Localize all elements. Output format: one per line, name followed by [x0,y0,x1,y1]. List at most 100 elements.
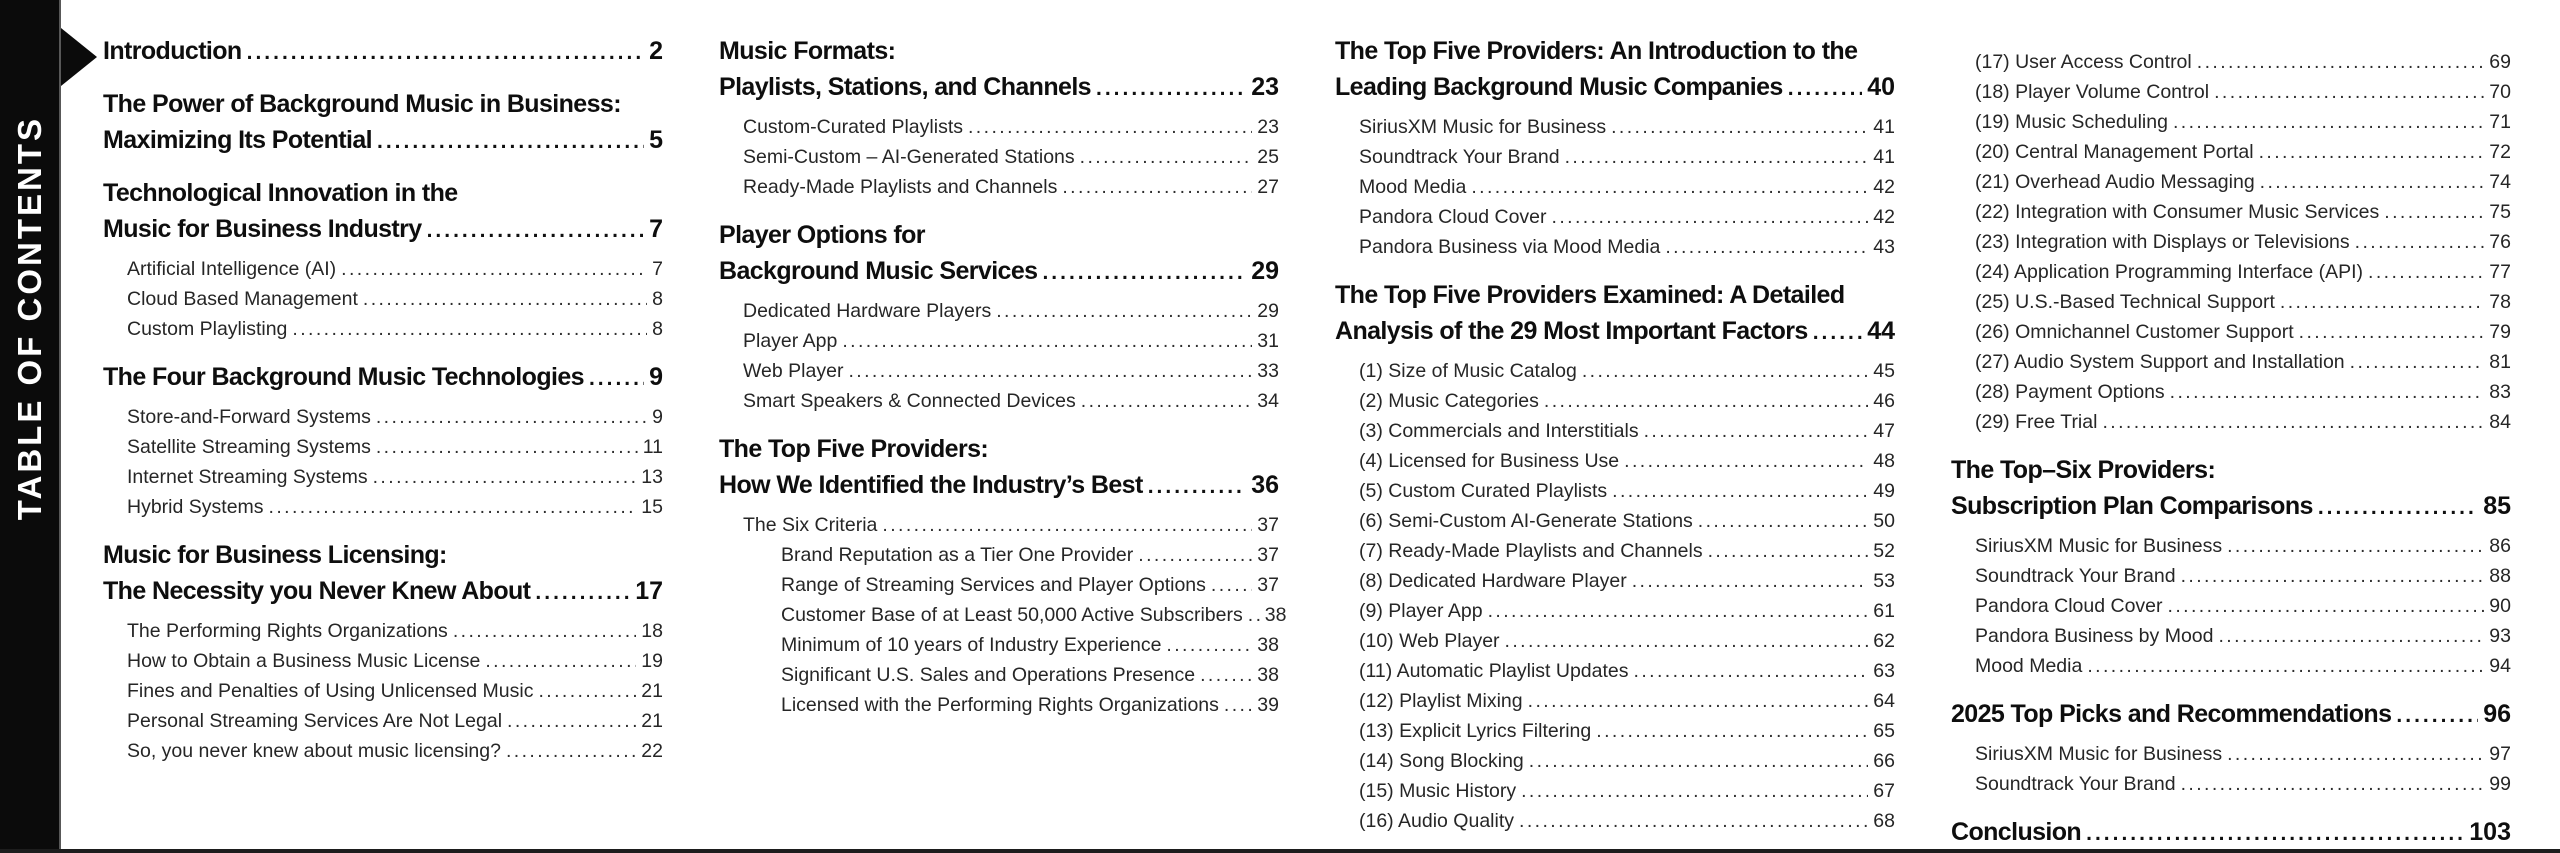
page-number: 38 [1264,604,1287,626]
toc-items: Artificial Intelligence (AI) 7 Cloud Based… [103,254,663,344]
toc-entry[interactable]: (4) Licensed for Business Use 48 [1335,446,1895,476]
toc-entry[interactable]: (19) Music Scheduling 71 [1951,107,2511,137]
toc-entry[interactable]: Significant U.S. Sales and Operations Pr… [719,660,1279,690]
toc-entry[interactable]: (13) Explicit Lyrics Filtering 65 [1335,716,1895,746]
toc-entry[interactable]: (20) Central Management Portal 72 [1951,137,2511,167]
toc-entry[interactable]: (12) Playlist Mixing 64 [1335,686,1895,716]
toc-heading-entry[interactable]: Analysis of the 29 Most Important Factor… [1335,313,1895,351]
toc-entry[interactable]: Hybrid Systems 15 [103,492,663,522]
toc-entry[interactable]: (8) Dedicated Hardware Player 53 [1335,566,1895,596]
toc-heading-entry[interactable]: Maximizing Its Potential 5 [103,122,663,160]
toc-entry[interactable]: Licensed with the Performing Rights Orga… [719,690,1279,720]
toc-entry[interactable]: (14) Song Blocking 66 [1335,746,1895,776]
page-number: 97 [2489,743,2511,765]
toc-entry[interactable]: Web Player 33 [719,356,1279,386]
toc-entry[interactable]: (17) User Access Control 69 [1951,47,2511,77]
toc-entry[interactable]: The Six Criteria 37 [719,510,1279,540]
toc-entry[interactable]: Smart Speakers & Connected Devices 34 [719,386,1279,416]
toc-entry-text: Customer Base of at Least 50,000 Active … [781,604,1243,626]
toc-entry[interactable]: (2) Music Categories 46 [1335,386,1895,416]
toc-entry[interactable]: Semi-Custom – AI-Generated Stations 25 [719,142,1279,172]
toc-entry[interactable]: (24) Application Programming Interface (… [1951,257,2511,287]
toc-entry[interactable]: (28) Payment Options 83 [1951,377,2511,407]
toc-heading-entry[interactable]: The Four Background Music Technologies 9 [103,359,663,397]
toc-entry[interactable]: Cloud Based Management 8 [103,284,663,314]
toc-heading-entry[interactable]: Leading Background Music Companies 40 [1335,69,1895,107]
toc-entry[interactable]: Customer Base of at Least 50,000 Active … [719,600,1286,630]
toc-entry[interactable]: Artificial Intelligence (AI) 7 [103,254,663,284]
toc-entry[interactable]: (11) Automatic Playlist Updates 63 [1335,656,1895,686]
toc-entry[interactable]: (22) Integration with Consumer Music Ser… [1951,197,2511,227]
toc-entry[interactable]: Custom-Curated Playlists 23 [719,112,1279,142]
toc-heading-entry[interactable]: Subscription Plan Comparisons 85 [1951,488,2511,526]
toc-heading-entry[interactable]: Playlists, Stations, and Channels 23 [719,69,1279,107]
toc-entry[interactable]: Soundtrack Your Brand 88 [1951,561,2511,591]
toc-entry[interactable]: Ready-Made Playlists and Channels 27 [719,172,1279,202]
toc-entry[interactable]: Fines and Penalties of Using Unlicensed … [103,676,663,706]
dot-leader [2181,561,2485,591]
toc-entry-text: Internet Streaming Systems [127,466,368,488]
toc-heading-entry[interactable]: Music for Business Industry 7 [103,211,663,249]
toc-entry[interactable]: (27) Audio System Support and Installati… [1951,347,2511,377]
toc-entry[interactable]: Player App 31 [719,326,1279,356]
toc-entry[interactable]: Soundtrack Your Brand 41 [1335,142,1895,172]
toc-entry[interactable]: Personal Streaming Services Are Not Lega… [103,706,663,736]
toc-entry-text: Pandora Cloud Cover [1975,595,2163,617]
toc-entry[interactable]: (29) Free Trial 84 [1951,407,2511,437]
toc-entry[interactable]: The Performing Rights Organizations 18 [103,616,663,646]
toc-entry[interactable]: Minimum of 10 years of Industry Experien… [719,630,1279,660]
toc-heading-entry[interactable]: Conclusion 103 [1951,814,2511,852]
toc-entry[interactable]: SiriusXM Music for Business 97 [1951,739,2511,769]
toc-entry[interactable]: Custom Playlisting 8 [103,314,663,344]
toc-entry-text: SiriusXM Music for Business [1359,116,1607,138]
toc-entry[interactable]: (5) Custom Curated Playlists 49 [1335,476,1895,506]
toc-entry[interactable]: Pandora Business by Mood 93 [1951,621,2511,651]
toc-entry[interactable]: (26) Omnichannel Customer Support 79 [1951,317,2511,347]
toc-entry[interactable]: (9) Player App 61 [1335,596,1895,626]
toc-entry[interactable]: Pandora Cloud Cover 42 [1335,202,1895,232]
toc-entry-text: Licensed with the Performing Rights Orga… [781,694,1219,716]
toc-entry[interactable]: (6) Semi-Custom AI-Generate Stations 50 [1335,506,1895,536]
toc-heading-entry[interactable]: 2025 Top Picks and Recommendations 96 [1951,696,2511,734]
toc-entry[interactable]: Pandora Cloud Cover 90 [1951,591,2511,621]
toc-entry[interactable]: SiriusXM Music for Business 86 [1951,531,2511,561]
toc-entry[interactable]: (10) Web Player 62 [1335,626,1895,656]
dot-leader [1552,202,1869,232]
toc-heading-entry[interactable]: Background Music Services 29 [719,253,1279,291]
dot-leader [1708,536,1869,566]
toc-entry[interactable]: Dedicated Hardware Players 29 [719,296,1279,326]
toc-entry[interactable]: So, you never knew about music licensing… [103,736,663,766]
toc-entry[interactable]: (16) Audio Quality 68 [1335,806,1895,836]
toc-heading-entry[interactable]: Introduction 2 [103,33,663,71]
toc-entry-text: (25) U.S.-Based Technical Support [1975,291,2275,313]
toc-heading-entry[interactable]: The Necessity you Never Knew About 17 [103,573,663,611]
dot-leader [2355,227,2485,257]
toc-entry-text: (21) Overhead Audio Messaging [1975,171,2255,193]
toc-entry[interactable]: How to Obtain a Business Music License 19 [103,646,663,676]
page-number: 44 [1867,317,1895,345]
toc-entry[interactable]: (21) Overhead Audio Messaging 74 [1951,167,2511,197]
toc-entry[interactable]: Mood Media 94 [1951,651,2511,681]
toc-entry[interactable]: (1) Size of Music Catalog 45 [1335,356,1895,386]
toc-entry[interactable]: (25) U.S.-Based Technical Support 78 [1951,287,2511,317]
page-number: 83 [2489,381,2511,403]
toc-entry[interactable]: Brand Reputation as a Tier One Provider 3… [719,540,1279,570]
toc-entry[interactable]: Mood Media 42 [1335,172,1895,202]
dot-leader [1166,630,1252,660]
toc-entry[interactable]: Store-and-Forward Systems 9 [103,402,663,432]
toc-entry[interactable]: Pandora Business via Mood Media 43 [1335,232,1895,262]
page-number: 45 [1873,360,1895,382]
toc-entry[interactable]: Range of Streaming Services and Player O… [719,570,1279,600]
toc-entry[interactable]: Soundtrack Your Brand 99 [1951,769,2511,799]
toc-entry[interactable]: Satellite Streaming Systems 11 [103,432,663,462]
toc-entry[interactable]: (15) Music History 67 [1335,776,1895,806]
toc-entry[interactable]: (18) Player Volume Control 70 [1951,77,2511,107]
toc-entry[interactable]: SiriusXM Music for Business 41 [1335,112,1895,142]
dot-leader [2260,167,2485,197]
toc-entry[interactable]: Internet Streaming Systems 13 [103,462,663,492]
toc-entry[interactable]: (7) Ready-Made Playlists and Channels 52 [1335,536,1895,566]
toc-entry[interactable]: (23) Integration with Displays or Televi… [1951,227,2511,257]
toc-entry[interactable]: (3) Commercials and Interstitials 47 [1335,416,1895,446]
toc-entry-text: (22) Integration with Consumer Music Ser… [1975,201,2380,223]
toc-heading-entry[interactable]: How We Identified the Industry’s Best 36 [719,467,1279,505]
